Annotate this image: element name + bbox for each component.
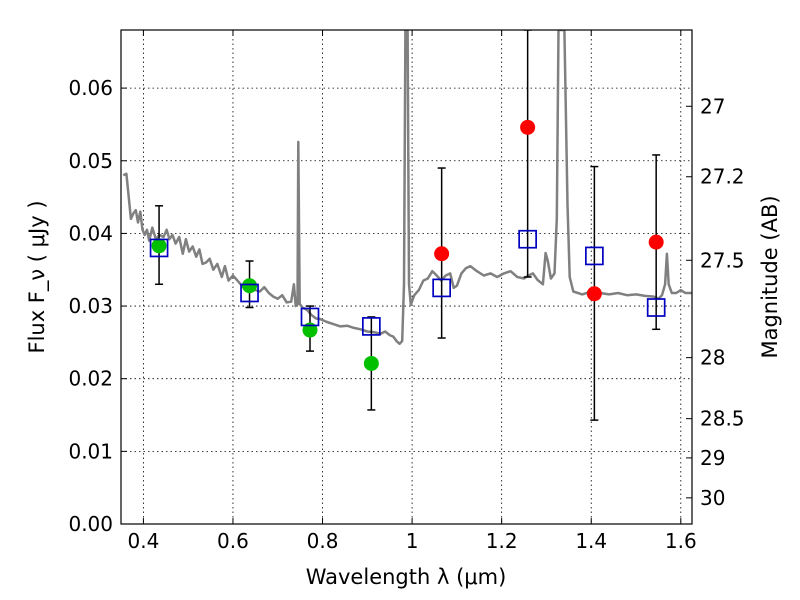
- model-spectrum-layer: [122, 30, 692, 346]
- x-tick-label: 0.4: [127, 529, 159, 553]
- data-point-circle: [242, 278, 258, 294]
- y2-tick-label: 27.2: [700, 165, 745, 189]
- grid-lines: [121, 30, 692, 525]
- data-point-circle: [520, 119, 536, 135]
- y-tick-label: 0.00: [68, 512, 113, 536]
- data-point-circle: [586, 286, 602, 302]
- x-tick-label: 1.2: [486, 529, 518, 553]
- y-tick-label: 0.01: [68, 439, 113, 463]
- data-point-circle: [648, 234, 664, 250]
- data-point-circle: [151, 238, 167, 254]
- data-point-square: [361, 317, 381, 336]
- y-tick-label: 0.06: [68, 76, 113, 100]
- y2-tick-label: 28: [700, 346, 725, 370]
- data-point-square: [518, 229, 537, 249]
- x-tick-label: 0.8: [307, 529, 339, 553]
- x-axis-label: Wavelength λ (μm): [306, 565, 507, 589]
- y-tick-label: 0.03: [68, 294, 113, 318]
- y2-axis-label: Magnitude (AB): [758, 195, 782, 358]
- y2-tick-label: 28.5: [700, 407, 745, 431]
- y-tick-label: 0.05: [68, 149, 113, 173]
- data-point-square: [585, 246, 604, 266]
- y2-tick-label: 29: [700, 446, 725, 470]
- y2-tick-label: 30: [700, 486, 725, 510]
- data-markers-layer: [149, 119, 666, 371]
- data-point-square: [646, 298, 666, 317]
- data-point-circle: [363, 355, 379, 371]
- y2-tick-label: 27.5: [700, 248, 745, 272]
- axis-ticks: 0.4 0.6 0.8 1 1.2 1.4 1.6 0.00 0.01 0.02 0.03 0.04 0…: [68, 30, 745, 553]
- x-tick-label: 1.6: [665, 529, 697, 553]
- x-tick-label: 0.6: [217, 529, 249, 553]
- y-tick-label: 0.04: [68, 221, 113, 245]
- data-point-square: [240, 283, 259, 303]
- y-tick-label: 0.02: [68, 367, 113, 391]
- plot-frame: [120, 29, 693, 525]
- data-point-circle: [434, 246, 450, 262]
- data-point-square: [149, 238, 169, 258]
- data-point-square: [432, 278, 452, 298]
- model-spectrum-line: [122, 30, 692, 346]
- y2-tick-label: 27: [700, 94, 725, 118]
- x-tick-label: 1.4: [575, 529, 607, 553]
- x-tick-label: 1: [406, 529, 419, 553]
- y-axis-label: Flux F_ν ( μJy ): [25, 200, 50, 353]
- data-point-square: [300, 307, 320, 327]
